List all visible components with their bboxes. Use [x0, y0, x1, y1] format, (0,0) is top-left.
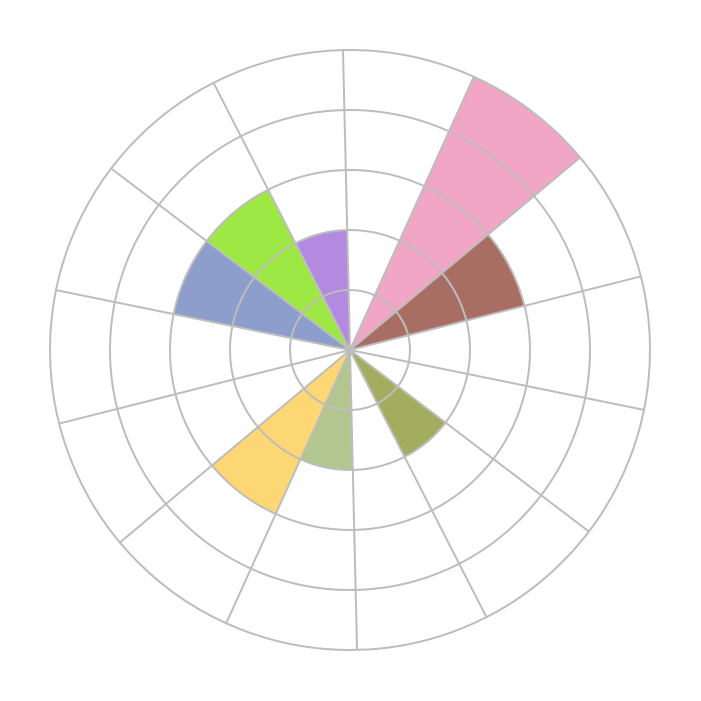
- grid-spoke-0: [341, 50, 351, 351]
- grid-spoke-8: [225, 349, 351, 624]
- bar-sector-12: [206, 189, 350, 350]
- grid-ring-2: [229, 229, 471, 471]
- bar-sector-1: [350, 76, 581, 350]
- grid-spoke-10: [58, 349, 351, 425]
- grid-spoke-2: [349, 156, 581, 351]
- grid-spoke-13: [212, 82, 351, 351]
- grid-spoke-12: [110, 167, 351, 351]
- grid-spoke-9: [119, 349, 351, 544]
- bar-sector-2: [350, 234, 525, 350]
- grid-spoke-5: [349, 349, 590, 533]
- grid-layer: [49, 49, 651, 651]
- grid-spoke-6: [349, 349, 488, 618]
- grid-ring-3: [169, 169, 531, 531]
- bar-sector-13: [295, 230, 350, 350]
- grid-spoke-11: [55, 289, 351, 351]
- grid-ring-1: [289, 289, 411, 411]
- grid-spoke-3: [349, 275, 642, 351]
- grid-ring-4: [109, 109, 591, 591]
- grid-spoke-4: [349, 349, 645, 411]
- grid-ring-5: [49, 49, 651, 651]
- bar-sector-8: [211, 350, 350, 514]
- grid-spoke-7: [349, 349, 359, 650]
- grid-spoke-1: [349, 76, 475, 351]
- bar-sector-7: [300, 350, 353, 470]
- bar-sector-5: [350, 350, 446, 457]
